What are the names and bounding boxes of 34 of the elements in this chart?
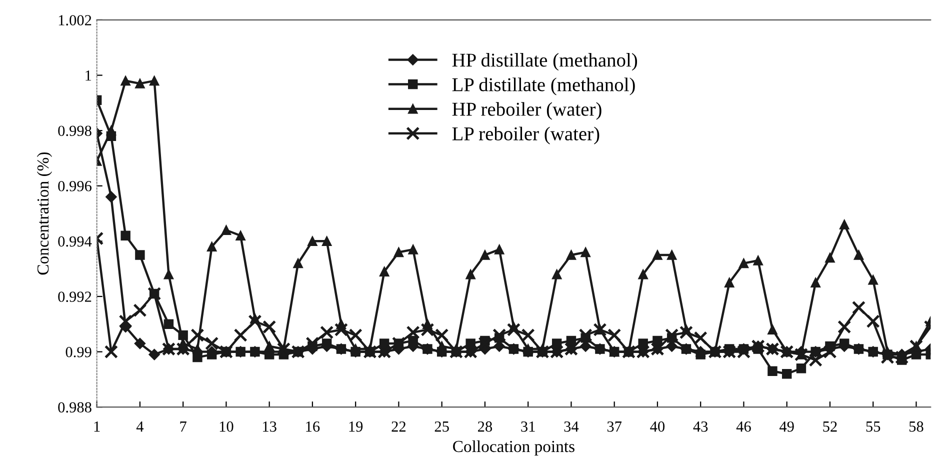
- x-tick-label: 16: [306, 421, 320, 432]
- x-axis-title: Collocation points: [453, 440, 574, 456]
- x-tick-label: 10: [220, 421, 234, 432]
- legend-label: LP reboiler (water): [452, 126, 600, 144]
- x-tick-label: 19: [349, 421, 363, 432]
- y-tick-label: 0.992: [58, 292, 92, 302]
- x-tick-label: 49: [780, 421, 794, 432]
- x-tick-label: 55: [866, 422, 880, 432]
- y-axis-title: Concentration (%): [36, 152, 52, 275]
- x-tick-label: 46: [736, 421, 751, 432]
- x-tick-label: 40: [650, 421, 665, 432]
- legend-label: LP distillate (methanol): [452, 78, 635, 96]
- legend-label: HP reboiler (water): [452, 102, 602, 120]
- y-tick-label: 0.988: [58, 402, 92, 413]
- x-tick-label: 52: [823, 421, 837, 432]
- y-tick-label: 0.99: [66, 346, 92, 358]
- x-tick-label: 58: [909, 421, 924, 432]
- y-tick-label: 1: [86, 70, 92, 81]
- y-tick-label: 0.994: [58, 236, 92, 247]
- x-tick-label: 28: [478, 421, 492, 432]
- y-tick-label: 0.996: [58, 181, 92, 192]
- legend-label: HP distillate (methanol): [452, 53, 638, 71]
- x-tick-label: 1: [94, 421, 100, 432]
- x-tick-label: 34: [564, 421, 579, 432]
- x-tick-label: 37: [607, 421, 622, 432]
- y-tick-label: 0.998: [58, 126, 92, 136]
- x-tick-label: 13: [263, 421, 276, 432]
- x-tick-label: 7: [180, 422, 186, 432]
- x-tick-label: 31: [521, 421, 535, 432]
- x-tick-label: 4: [136, 422, 144, 432]
- x-tick-label: 25: [434, 421, 449, 432]
- x-tick-label: 22: [392, 421, 406, 432]
- x-tick-label: 43: [693, 421, 708, 432]
- y-tick-label: 1.002: [58, 15, 92, 26]
